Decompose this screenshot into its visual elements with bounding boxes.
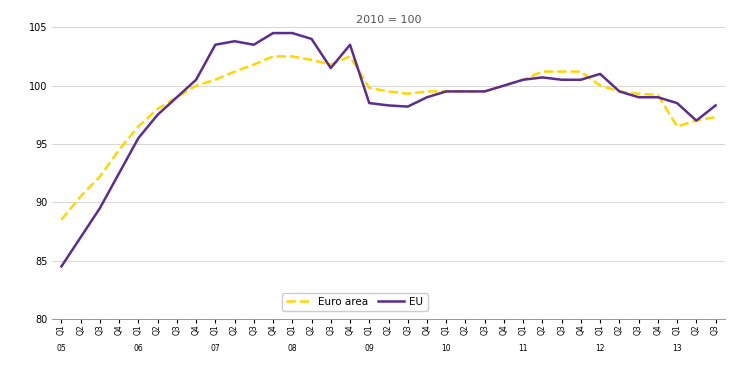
Euro area [596, 83, 605, 88]
Euro area [442, 89, 451, 94]
EU [557, 77, 566, 82]
Text: 05: 05 [56, 344, 67, 353]
Euro area [76, 194, 85, 199]
Line: Euro area: Euro area [61, 56, 716, 220]
EU [95, 206, 104, 210]
Text: 08: 08 [287, 344, 297, 353]
EU [634, 95, 643, 100]
Legend: Euro area, EU: Euro area, EU [282, 293, 428, 311]
Euro area [288, 54, 297, 59]
EU [615, 89, 624, 94]
Text: 13: 13 [672, 344, 682, 353]
Text: 12: 12 [596, 344, 605, 353]
Text: 09: 09 [364, 344, 374, 353]
Line: EU: EU [61, 33, 716, 266]
Euro area [423, 89, 431, 94]
EU [423, 95, 431, 100]
EU [461, 89, 470, 94]
EU [211, 42, 220, 47]
Euro area [211, 77, 220, 82]
Euro area [57, 217, 66, 222]
Euro area [95, 174, 104, 179]
Euro area [692, 118, 701, 123]
EU [134, 136, 143, 140]
Euro area [538, 69, 547, 74]
EU [480, 89, 489, 94]
EU [192, 77, 201, 82]
EU [57, 264, 66, 269]
EU [596, 72, 605, 76]
Euro area [346, 54, 354, 59]
EU [115, 171, 124, 175]
Euro area [249, 62, 258, 67]
Euro area [230, 69, 239, 74]
Euro area [519, 77, 528, 82]
Text: 07: 07 [210, 344, 221, 353]
Euro area [576, 69, 585, 74]
EU [76, 235, 85, 240]
EU [500, 83, 508, 88]
Euro area [634, 91, 643, 96]
Text: 11: 11 [519, 344, 528, 353]
EU [249, 42, 258, 47]
EU [673, 101, 682, 105]
Euro area [134, 124, 143, 129]
Euro area [500, 83, 508, 88]
Euro area [172, 95, 181, 100]
EU [519, 77, 528, 82]
EU [576, 77, 585, 82]
Euro area [384, 89, 393, 94]
Euro area [365, 86, 374, 90]
EU [346, 42, 354, 47]
Euro area [480, 89, 489, 94]
Text: 06: 06 [133, 344, 144, 353]
Euro area [115, 147, 124, 152]
EU [307, 37, 316, 41]
Euro area [192, 83, 201, 88]
Euro area [403, 91, 412, 96]
EU [172, 95, 181, 100]
Euro area [615, 89, 624, 94]
EU [653, 95, 662, 100]
EU [692, 118, 701, 123]
Title: 2010 = 100: 2010 = 100 [356, 15, 421, 25]
EU [365, 101, 374, 105]
EU [269, 31, 278, 35]
Euro area [269, 54, 278, 59]
Euro area [673, 124, 682, 129]
Euro area [557, 69, 566, 74]
Euro area [326, 62, 335, 67]
EU [403, 104, 412, 109]
Euro area [153, 107, 162, 111]
Euro area [461, 89, 470, 94]
EU [230, 39, 239, 44]
EU [711, 103, 720, 108]
Euro area [307, 58, 316, 62]
EU [384, 103, 393, 108]
EU [153, 112, 162, 117]
EU [442, 89, 451, 94]
Euro area [653, 93, 662, 97]
EU [326, 66, 335, 70]
EU [538, 75, 547, 80]
Text: 10: 10 [441, 344, 451, 353]
Euro area [711, 115, 720, 119]
EU [288, 31, 297, 35]
